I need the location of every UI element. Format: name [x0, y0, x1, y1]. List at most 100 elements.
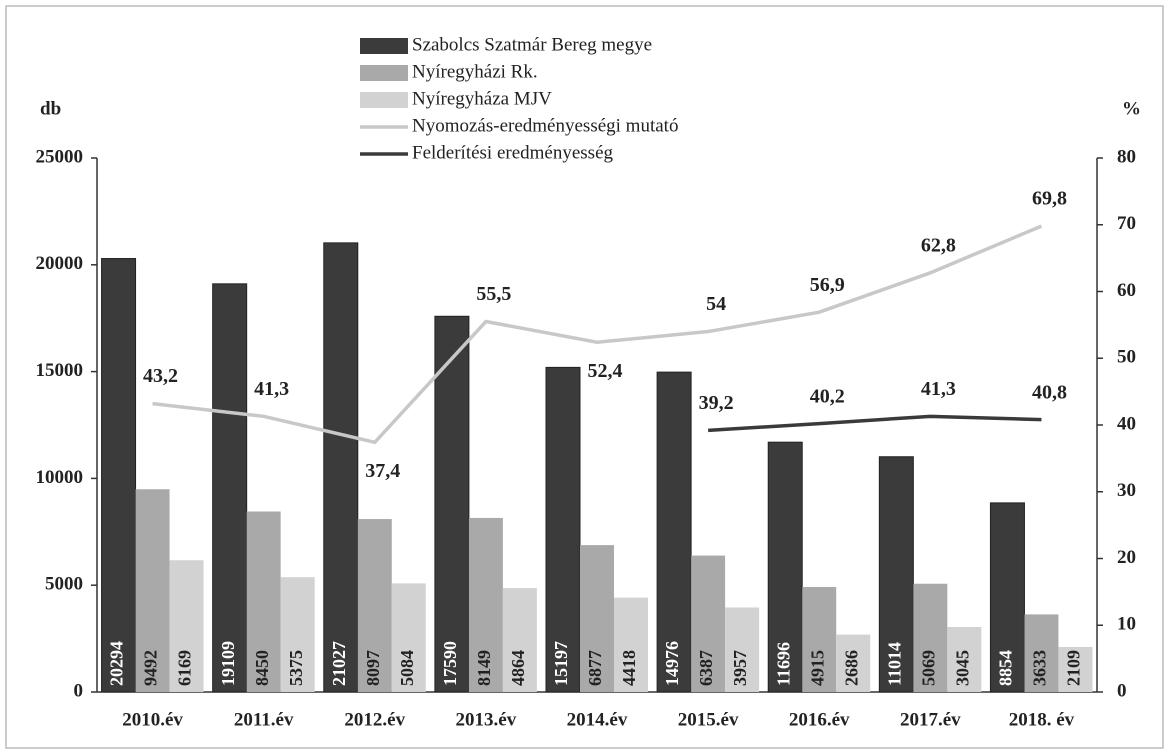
legend-label: Szabolcs Szatmár Bereg megye [412, 34, 652, 55]
bar [989, 502, 1025, 693]
bar-value-label: 2686 [841, 650, 861, 686]
legend-label: Nyíregyháza MJV [412, 88, 552, 109]
bar [391, 583, 426, 692]
bar-value-label: 3633 [1030, 650, 1050, 686]
line-value-label: 54 [706, 293, 726, 315]
line-value-label: 41,3 [254, 378, 289, 400]
bar [101, 258, 137, 693]
line [152, 224, 1043, 445]
y2-tick-label: 70 [1117, 213, 1136, 234]
y-tick-label: 10000 [36, 467, 84, 488]
y2-tick-label: 40 [1117, 413, 1136, 434]
bar [169, 560, 204, 692]
bar [1058, 646, 1093, 692]
bar [212, 283, 248, 693]
x-tick-label: 2018. év [1009, 709, 1075, 730]
line-value-label: 37,4 [365, 460, 400, 482]
x-tick-label: 2016.év [789, 709, 850, 730]
y2-tick-label: 0 [1117, 680, 1127, 701]
y2-tick-label: 50 [1117, 347, 1136, 368]
y-tick-label: 0 [74, 680, 84, 701]
line [708, 414, 1042, 433]
y2-tick-label: 30 [1117, 480, 1136, 501]
legend-label: Nyomozás-eredményességi mutató [412, 115, 678, 136]
legend-label: Nyíregyházi Rk. [412, 61, 538, 82]
line-value-label: 52,4 [588, 360, 623, 382]
y-tick-label: 20000 [36, 253, 84, 274]
bar [836, 634, 871, 692]
bar [545, 366, 581, 693]
bar-value-label: 8450 [252, 650, 272, 686]
legend-swatch [360, 65, 408, 81]
bar-value-label: 6877 [585, 650, 605, 686]
bar-value-label: 11014 [884, 642, 904, 686]
bar [580, 545, 614, 692]
bar [1024, 614, 1059, 692]
x-tick-label: 2017.év [900, 709, 961, 730]
line-value-label: 41,3 [921, 378, 956, 400]
bar [280, 577, 315, 692]
bar-value-label: 20294 [107, 641, 127, 686]
bar [468, 517, 503, 692]
y-axis-label: db [40, 98, 61, 119]
bar-value-label: 21027 [329, 641, 349, 686]
line-value-label: 69,8 [1032, 188, 1067, 210]
line-value-label: 55,5 [476, 283, 511, 305]
bar [802, 587, 837, 692]
bar-value-label: 15197 [551, 641, 571, 686]
bar-value-label: 5375 [286, 650, 306, 686]
x-tick-label: 2012.év [344, 709, 405, 730]
x-tick-label: 2013.év [456, 709, 517, 730]
bar-value-label: 6387 [696, 650, 716, 686]
bar [691, 555, 726, 692]
y2-tick-label: 20 [1117, 547, 1136, 568]
line-value-label: 43,2 [143, 365, 178, 387]
bar-value-label: 11696 [773, 642, 793, 686]
bar-value-label: 5069 [918, 650, 938, 686]
y2-tick-label: 80 [1117, 146, 1136, 167]
y-tick-label: 15000 [36, 360, 84, 381]
bar-value-label: 8854 [996, 650, 1016, 686]
bar [947, 626, 982, 692]
x-tick-label: 2011.év [234, 709, 294, 730]
bar [135, 489, 170, 692]
bar [246, 511, 281, 692]
bar-value-label: 4864 [508, 650, 528, 686]
bar [614, 597, 648, 692]
bar [725, 607, 760, 692]
line-value-label: 40,8 [1032, 381, 1067, 403]
legend-swatch [360, 38, 408, 54]
bar [913, 583, 948, 692]
bar [502, 588, 537, 692]
y-tick-label: 25000 [36, 146, 84, 167]
x-tick-label: 2015.év [678, 709, 739, 730]
bar-value-label: 5084 [397, 650, 417, 686]
bar [357, 519, 392, 692]
bar [767, 441, 803, 693]
legend-swatch [360, 92, 408, 108]
line-value-label: 39,2 [699, 392, 734, 414]
bar-value-label: 3957 [730, 650, 750, 686]
bar [656, 371, 692, 693]
line-value-label: 62,8 [921, 234, 956, 256]
legend-label: Felderítési eredményesség [412, 142, 614, 163]
x-tick-label: 2010.év [122, 709, 183, 730]
y2-tick-label: 60 [1117, 280, 1136, 301]
bar-value-label: 9492 [141, 650, 161, 686]
y-tick-label: 5000 [45, 574, 83, 595]
bar [323, 242, 359, 693]
bar [434, 315, 470, 693]
bar-value-label: 17590 [440, 641, 460, 686]
bar-value-label: 3045 [952, 650, 972, 686]
x-tick-label: 2014.év [567, 709, 628, 730]
bar-value-label: 4915 [807, 650, 827, 686]
bar-value-label: 2109 [1064, 650, 1084, 686]
bar-value-label: 6169 [175, 650, 195, 686]
y2-tick-label: 10 [1117, 614, 1136, 635]
bar-value-label: 8097 [363, 650, 383, 686]
bar-value-label: 4418 [619, 650, 639, 686]
bar-value-label: 19109 [218, 641, 238, 686]
line-value-label: 40,2 [810, 385, 845, 407]
bar [878, 456, 914, 693]
